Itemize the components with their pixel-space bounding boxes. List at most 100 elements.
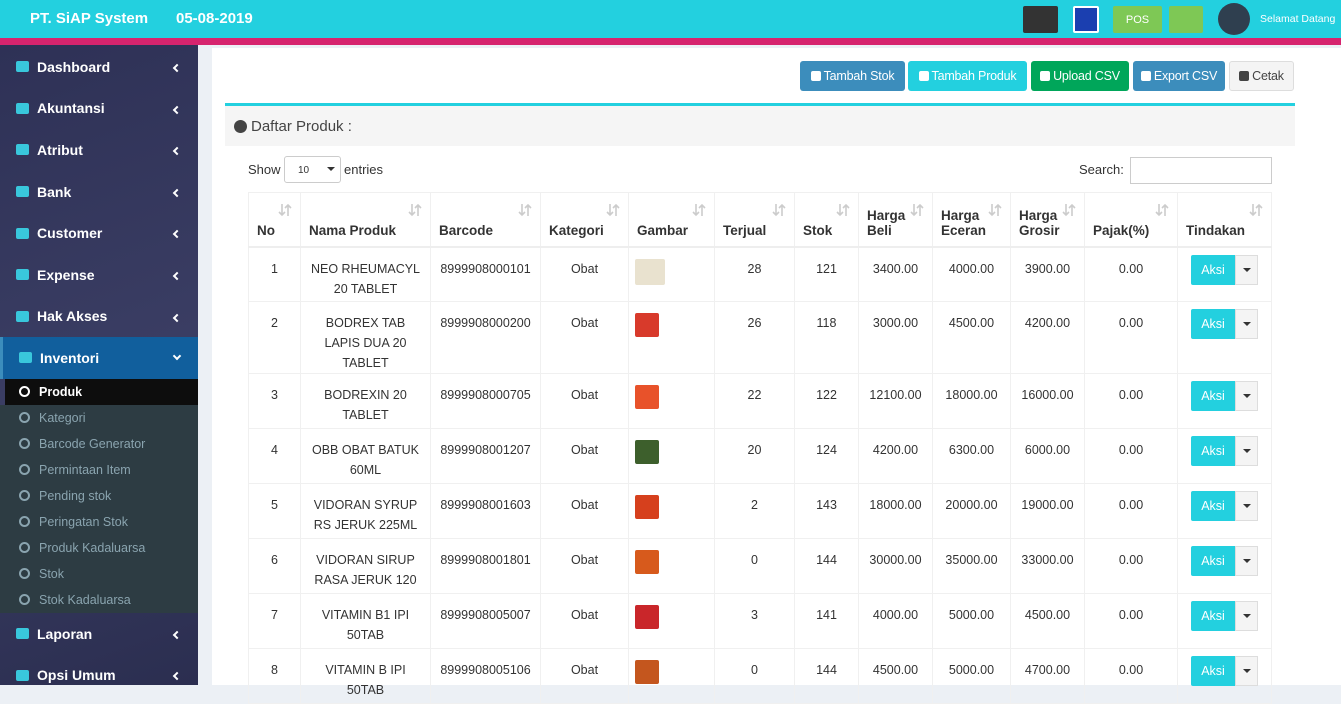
submenu-item[interactable]: Produk (5, 378, 198, 405)
image-cell (628, 246, 715, 302)
menu-icon (16, 102, 29, 114)
button-label: Cetak (1252, 69, 1284, 83)
submenu-dot (19, 490, 30, 502)
action-caret[interactable] (1235, 309, 1258, 339)
toolbar-button[interactable]: Tambah Stok (800, 61, 905, 91)
entries-select[interactable]: 10 (284, 156, 341, 183)
action-caret[interactable] (1235, 601, 1258, 631)
menu-label: Laporan (37, 625, 93, 642)
column-header[interactable]: Pajak(%) (1084, 192, 1178, 248)
table-cell: 122 (794, 373, 859, 429)
toolbar-button[interactable]: Upload CSV (1031, 61, 1129, 91)
action-caret[interactable] (1235, 656, 1258, 686)
action-label: Aksi (1191, 381, 1235, 411)
menu-item[interactable]: Expense (0, 254, 198, 296)
sort-glyph (988, 203, 1002, 217)
column-header[interactable]: Tindakan (1177, 192, 1272, 248)
table-cell: 0.00 (1084, 373, 1178, 429)
action-button[interactable]: Aksi (1191, 601, 1258, 631)
chevron (172, 105, 182, 114)
timer-icon[interactable] (1169, 6, 1203, 33)
product-panel: Daftar Produk : Show 10 entries Search: … (225, 103, 1295, 704)
action-button[interactable]: Aksi (1191, 309, 1258, 339)
table-row: 6 VIDORAN SIRUP RASA JERUK 120 89999080018… (248, 538, 1272, 594)
action-caret[interactable] (1235, 254, 1258, 285)
table-cell: 3 (714, 593, 795, 649)
action-caret[interactable] (1235, 436, 1258, 466)
toolbar-button[interactable]: Cetak (1229, 61, 1294, 91)
menu-item[interactable]: Dashboard (0, 46, 198, 88)
submenu-item[interactable]: Stok (0, 560, 198, 587)
submenu-item[interactable]: Produk Kadaluarsa (0, 534, 198, 561)
table-cell: 141 (794, 593, 859, 649)
submenu-item[interactable]: Stok Kadaluarsa (0, 586, 198, 613)
action-button[interactable]: Aksi (1191, 254, 1258, 285)
menu-item[interactable]: Opsi Umum (0, 654, 198, 696)
app-logo[interactable] (1073, 6, 1099, 33)
submenu-item[interactable]: Kategori (0, 404, 198, 431)
menu-icon (16, 310, 29, 322)
chevron (172, 313, 182, 322)
table-cell: NEO RHEUMACYL 20 TABLET (300, 246, 431, 302)
table-cell: 0 (714, 538, 795, 594)
submenu-dot (19, 438, 30, 450)
chevron (172, 63, 182, 73)
sort-icon (1249, 203, 1263, 220)
column-header[interactable]: Nama Produk (300, 192, 431, 248)
action-button[interactable]: Aksi (1191, 436, 1258, 466)
menu-item[interactable]: Hak Akses (0, 296, 198, 338)
menu-item[interactable]: Atribut (0, 129, 198, 171)
table-cell: 8999908001801 (430, 538, 541, 594)
column-label: No (257, 222, 275, 238)
action-button[interactable]: Aksi (1191, 546, 1258, 576)
submenu-label: Pending stok (39, 488, 112, 503)
action-button[interactable]: Aksi (1191, 656, 1258, 686)
action-button[interactable]: Aksi (1191, 491, 1258, 521)
pos-button[interactable]: POS (1113, 6, 1162, 33)
sort-icon (910, 203, 924, 220)
column-header[interactable]: Kategori (540, 192, 629, 248)
avatar[interactable] (1218, 3, 1250, 35)
column-header[interactable]: Harga Eceran (932, 192, 1011, 248)
menu-item[interactable]: Akuntansi (0, 88, 198, 130)
toolbar-button[interactable]: Tambah Produk (908, 61, 1027, 91)
sort-icon (408, 203, 422, 220)
search-input[interactable] (1130, 157, 1272, 184)
table-cell: Obat (540, 246, 629, 302)
menu-item[interactable]: Laporan (0, 613, 198, 655)
dashboard-icon[interactable] (1023, 6, 1058, 33)
submenu-dot (19, 516, 30, 528)
column-header[interactable]: Gambar (628, 192, 715, 248)
column-header[interactable]: Stok (794, 192, 859, 248)
table-cell: VITAMIN B1 IPI 50TAB (300, 593, 431, 649)
toolbar-button[interactable]: Export CSV (1133, 61, 1225, 91)
panel-title: Daftar Produk : (251, 117, 352, 135)
action-button[interactable]: Aksi (1191, 381, 1258, 411)
table-cell: 35000.00 (932, 538, 1011, 594)
action-caret[interactable] (1235, 381, 1258, 411)
table-cell: 0.00 (1084, 483, 1178, 539)
submenu-item[interactable]: Permintaan Item (0, 456, 198, 483)
column-label: Harga Eceran (941, 207, 987, 238)
menu-item[interactable]: Customer (0, 212, 198, 254)
table-cell: 144 (794, 648, 859, 704)
action-caret[interactable] (1235, 491, 1258, 521)
menu-item[interactable]: Bank (0, 171, 198, 213)
submenu-item[interactable]: Barcode Generator (0, 430, 198, 457)
table-cell: 22 (714, 373, 795, 429)
column-header[interactable]: Harga Beli (858, 192, 933, 248)
table-cell: 0.00 (1084, 246, 1178, 302)
brand[interactable]: PT. SiAP System (30, 10, 149, 27)
sort-icon (836, 203, 850, 220)
submenu-item[interactable]: Pending stok (0, 482, 198, 509)
column-header[interactable]: Harga Grosir (1010, 192, 1085, 248)
action-caret[interactable] (1235, 546, 1258, 576)
column-header[interactable]: No (248, 192, 301, 248)
table-cell: Obat (540, 648, 629, 704)
column-header[interactable]: Barcode (430, 192, 541, 248)
menu-item[interactable]: Inventori (0, 337, 198, 379)
submenu-item[interactable]: Peringatan Stok (0, 508, 198, 535)
column-header[interactable]: Terjual (714, 192, 795, 248)
sidebar: Dashboard Akuntansi Atribut Bank Customer Exp… (0, 45, 198, 685)
table-cell: 8999908001603 (430, 483, 541, 539)
